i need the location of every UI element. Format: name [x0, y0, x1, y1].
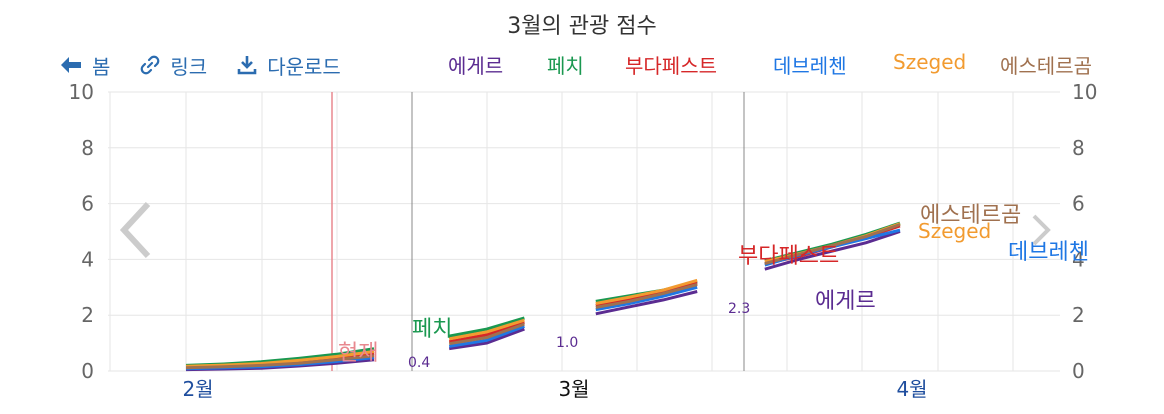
y-tick-label-left: 2	[81, 303, 94, 327]
x-tick-label: 4월	[896, 377, 927, 401]
series-segment	[595, 285, 698, 312]
download-icon	[237, 56, 257, 75]
y-tick-label-left: 8	[81, 136, 94, 160]
chart-title: 3월의 관광 점수	[507, 14, 657, 39]
y-tick-label-right: 10	[1072, 80, 1097, 104]
back-button[interactable]: 봄	[60, 51, 110, 80]
series-label: 에스테르곰	[920, 203, 1021, 228]
legend-item-debrecen[interactable]: 데브레첸	[773, 54, 847, 78]
x-tick-label: 3월	[558, 377, 589, 401]
series-segment	[764, 223, 901, 266]
series-segment	[764, 230, 901, 271]
legend-item-szeged[interactable]: Szeged	[893, 50, 967, 74]
y-tick-label-left: 10	[69, 80, 94, 104]
series-line-5	[185, 223, 901, 370]
series-segment	[448, 316, 525, 338]
legend-item-budapest[interactable]: 부다페스트	[625, 54, 717, 78]
download-label: 다운로드	[267, 54, 341, 79]
series-segment	[595, 283, 698, 309]
toolbar: 봄 링크 다운로드	[60, 50, 371, 80]
y-tick-label-right: 2	[1072, 303, 1085, 327]
value-annotation: 2.3	[728, 301, 750, 317]
series-label: 에게르	[815, 289, 876, 314]
series-label: 페치	[412, 317, 452, 342]
chevron-right-icon[interactable]	[1030, 212, 1052, 248]
legend-item-esztergom[interactable]: 에스테르곰	[1000, 54, 1092, 78]
current-date-label: 현재	[338, 341, 378, 366]
link-icon	[141, 55, 160, 75]
y-tick-label-left: 0	[81, 359, 94, 383]
value-annotation: 0.4	[408, 355, 430, 371]
download-button[interactable]: 다운로드	[237, 51, 341, 80]
series-label: 부다페스트	[738, 244, 839, 269]
series-label: Szeged	[918, 219, 991, 243]
y-tick-label-right: 6	[1072, 192, 1085, 216]
y-tick-label-left: 4	[81, 247, 94, 271]
chevron-left-icon[interactable]	[118, 200, 154, 260]
series-label: 데브레첸	[1008, 240, 1089, 265]
arrow-left-icon	[61, 57, 81, 73]
y-tick-label-right: 4	[1072, 247, 1085, 271]
y-tick-label-right: 8	[1072, 136, 1085, 160]
value-annotation: 1.0	[556, 335, 578, 351]
series-segment	[448, 322, 525, 346]
legend-item-eger[interactable]: 에게르	[448, 54, 504, 78]
y-tick-label-left: 6	[81, 192, 94, 216]
legend-item-pecs[interactable]: 페치	[547, 54, 584, 78]
series-segment	[595, 278, 698, 305]
x-tick-label: 2월	[182, 377, 213, 401]
link-button[interactable]: 링크	[140, 51, 207, 80]
series-segment	[448, 318, 525, 341]
series-segment	[185, 350, 375, 368]
series-segment	[448, 320, 525, 344]
link-label: 링크	[170, 54, 208, 79]
series-segment	[448, 324, 525, 348]
series-segment	[595, 290, 698, 316]
y-tick-label-right: 0	[1072, 359, 1085, 383]
back-label: 봄	[92, 54, 111, 79]
series-segment	[448, 327, 525, 351]
series-segment	[185, 354, 375, 370]
